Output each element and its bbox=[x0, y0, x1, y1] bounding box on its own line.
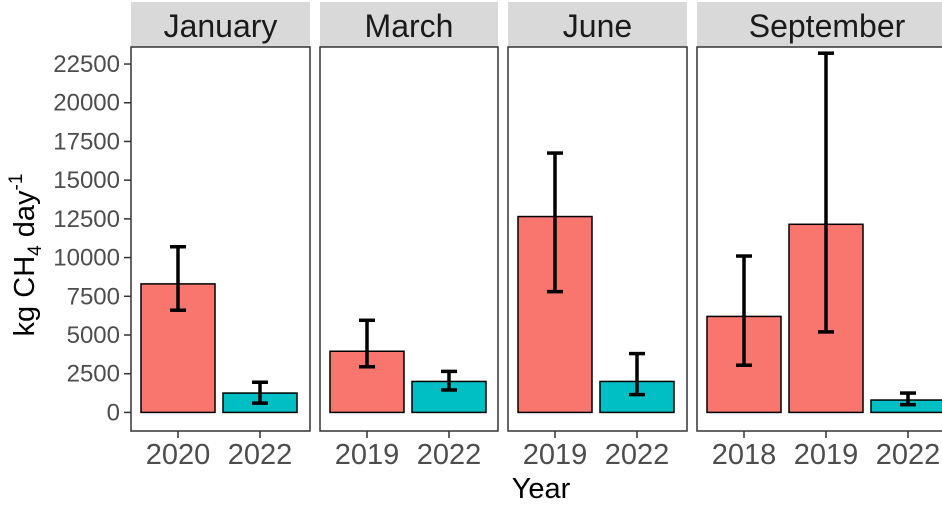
x-tick-label: 2022 bbox=[417, 439, 482, 471]
facet-strip-label: June bbox=[563, 8, 632, 44]
y-axis-title-main: kg CH bbox=[9, 256, 41, 337]
y-tick-label: 7500 bbox=[67, 283, 120, 310]
y-tick-label: 20000 bbox=[53, 90, 120, 117]
x-tick-label: 2018 bbox=[712, 439, 777, 471]
x-tick-label: 2022 bbox=[876, 439, 941, 471]
x-axis-title: Year bbox=[512, 473, 571, 505]
x-tick-label: 2019 bbox=[523, 439, 588, 471]
y-axis: 0 2500 5000 7500 10000 12500 15000 17500 20000 22… bbox=[53, 51, 131, 426]
x-tick-label: 2019 bbox=[794, 439, 859, 471]
panel-march: March 2019 2022 bbox=[319, 2, 499, 471]
facet-strip-label: March bbox=[365, 8, 454, 44]
panel-january: January 2020 2022 bbox=[130, 2, 311, 471]
y-tick-label: 2500 bbox=[67, 361, 120, 388]
y-tick-label: 5000 bbox=[67, 322, 120, 349]
y-axis-title: kg CH4 day-1 bbox=[6, 174, 46, 337]
y-axis-title-unit: day bbox=[9, 190, 41, 245]
facet-strip bbox=[131, 2, 310, 47]
facet-strip-label: September bbox=[749, 8, 906, 44]
x-tick-label: 2022 bbox=[605, 439, 670, 471]
facet-strip-label: January bbox=[164, 8, 278, 44]
x-tick-label: 2020 bbox=[146, 439, 211, 471]
panel-june: June 2019 2022 bbox=[507, 2, 688, 471]
facet-strip bbox=[697, 2, 942, 47]
y-axis-title-subscript: 4 bbox=[25, 245, 46, 256]
panel-september: September 2018 2019 2022 bbox=[696, 2, 942, 471]
y-tick-label: 10000 bbox=[53, 245, 120, 272]
y-tick-label: 22500 bbox=[53, 51, 120, 78]
x-tick-label: 2019 bbox=[335, 439, 400, 471]
facet-panels: January 2020 2022 March 2019 2022 June 2019 2022… bbox=[130, 2, 942, 471]
facet-strip bbox=[320, 2, 498, 47]
y-axis-title-superscript: -1 bbox=[6, 174, 27, 191]
x-tick-label: 2022 bbox=[228, 439, 293, 471]
y-tick-label: 0 bbox=[107, 399, 120, 426]
y-tick-label: 12500 bbox=[53, 206, 120, 233]
y-tick-label: 15000 bbox=[53, 167, 120, 194]
facet-strip bbox=[508, 2, 687, 47]
y-tick-label: 17500 bbox=[53, 128, 120, 155]
